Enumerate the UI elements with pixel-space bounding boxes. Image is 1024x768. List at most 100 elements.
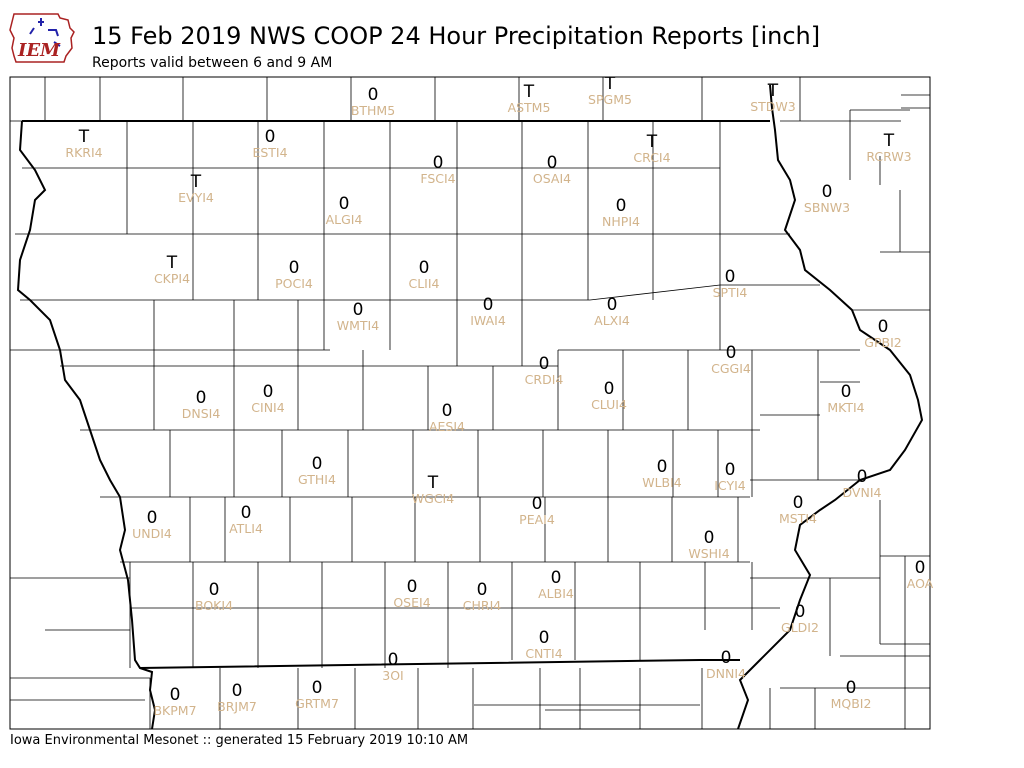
precip-value: 0 xyxy=(232,681,243,701)
station-id-label: CLII4 xyxy=(408,276,439,291)
station-id-label: CKPI4 xyxy=(154,271,190,286)
precip-value: 0 xyxy=(721,648,732,668)
precip-value: T xyxy=(427,473,439,493)
station-id-label: CGGI4 xyxy=(711,361,751,376)
precip-value: T xyxy=(646,132,658,152)
precip-value: 0 xyxy=(353,300,364,320)
precip-value: 0 xyxy=(419,258,430,278)
station-id-label: CINI4 xyxy=(251,400,284,415)
precip-value: T xyxy=(523,82,535,102)
station-id-label: GLDI2 xyxy=(781,620,819,635)
station-id-label: ALGI4 xyxy=(326,212,363,227)
station-id-label: WMTI4 xyxy=(337,318,379,333)
precip-value: 0 xyxy=(607,295,618,315)
station-id-label: MKTI4 xyxy=(827,400,864,415)
precip-value: 0 xyxy=(841,382,852,402)
map-subtitle: Reports valid between 6 and 9 AM xyxy=(92,55,333,71)
precip-value: 0 xyxy=(483,295,494,315)
precip-value: 0 xyxy=(604,379,615,399)
precip-value: T xyxy=(166,253,178,273)
precip-value: 0 xyxy=(263,382,274,402)
station-id-label: GRTM7 xyxy=(295,696,339,711)
station-id-label: BTHM5 xyxy=(351,103,395,118)
station-id-label: CHRI4 xyxy=(463,598,501,613)
precip-value: 0 xyxy=(170,685,181,705)
station-id-label: PEAI4 xyxy=(519,512,555,527)
station-id-label: NHPI4 xyxy=(602,214,640,229)
precip-value: 0 xyxy=(433,153,444,173)
station-id-label: POCI4 xyxy=(275,276,313,291)
station-id-label: OSAI4 xyxy=(533,171,571,186)
precip-value: T xyxy=(78,127,90,147)
precip-value: 0 xyxy=(726,343,737,363)
station-id-label: BKPM7 xyxy=(153,703,196,718)
station-id-label: WSHI4 xyxy=(688,546,729,561)
station-id-label: WLBI4 xyxy=(642,475,682,490)
precip-value: 0 xyxy=(539,354,550,374)
precip-value: 0 xyxy=(265,127,276,147)
station-id-label: GPBI2 xyxy=(864,335,901,350)
precip-value: 0 xyxy=(147,508,158,528)
station-id-label: MSTI4 xyxy=(779,511,817,526)
station-id-label: AESI4 xyxy=(429,419,465,434)
precip-value: 0 xyxy=(795,602,806,622)
station-id-label: UNDI4 xyxy=(132,526,172,541)
precip-value: 0 xyxy=(388,650,399,670)
precip-value: 0 xyxy=(312,454,323,474)
station-id-label: ATLI4 xyxy=(229,521,263,536)
station-id-label: BRJM7 xyxy=(217,699,257,714)
station-id-label: OSEI4 xyxy=(393,595,430,610)
station-id-label: AOA xyxy=(907,576,934,591)
station-id-label: 3OI xyxy=(382,668,403,683)
station-id-label: SBNW3 xyxy=(804,200,850,215)
precip-value: 0 xyxy=(477,580,488,600)
precip-value: 0 xyxy=(846,678,857,698)
precip-value: 0 xyxy=(339,194,350,214)
precip-value: 0 xyxy=(539,628,550,648)
station-id-label: WGCI4 xyxy=(412,491,454,506)
precip-value: 0 xyxy=(822,182,833,202)
precip-value: 0 xyxy=(725,460,736,480)
station-id-label: RKRI4 xyxy=(65,145,102,160)
map-title: 15 Feb 2019 NWS COOP 24 Hour Precipitati… xyxy=(92,22,821,50)
station-id-label: CRCI4 xyxy=(633,150,670,165)
precip-value: 0 xyxy=(312,678,323,698)
station-id-label: GTHI4 xyxy=(298,472,336,487)
precip-value: 0 xyxy=(532,494,543,514)
